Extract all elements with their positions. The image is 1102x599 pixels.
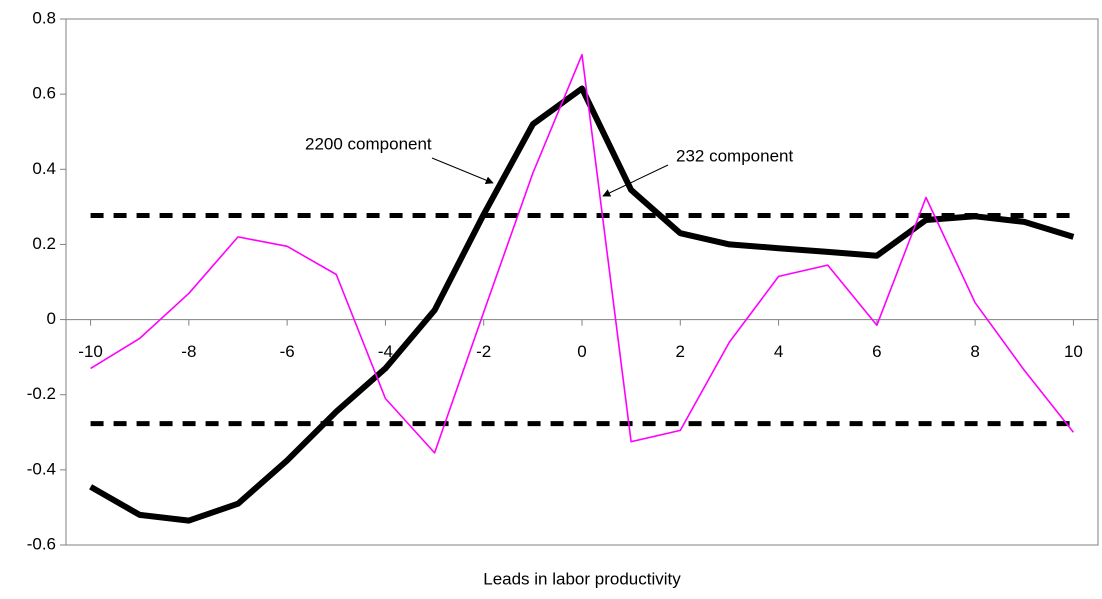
y-tick-label: -0.4: [27, 459, 56, 478]
x-tick-label: 2: [676, 342, 685, 361]
x-tick-label: -10: [78, 342, 103, 361]
y-tick-label: -0.6: [27, 534, 56, 553]
x-tick-label: -6: [280, 342, 295, 361]
x-tick-label: 8: [970, 342, 979, 361]
annotation: 232 component: [676, 146, 793, 165]
y-tick-label: 0: [47, 309, 56, 328]
x-tick-label: 10: [1064, 342, 1083, 361]
y-tick-label: 0.8: [32, 8, 56, 27]
x-tick-label: 0: [577, 342, 586, 361]
annotation: 2200 component: [305, 134, 432, 153]
series-line: [89, 85, 1075, 524]
annotation-arrow: [602, 164, 669, 197]
x-tick-label: 4: [774, 342, 783, 361]
x-tick-label: -4: [378, 342, 393, 361]
y-tick-label: -0.2: [27, 384, 56, 403]
series-line: [90, 53, 1075, 454]
x-axis-title: Leads in labor productivity: [483, 569, 681, 588]
plot-frame: [65, 18, 1099, 546]
y-tick-label: 0.2: [32, 234, 56, 253]
x-tick-label: 6: [872, 342, 881, 361]
x-tick-label: -8: [181, 342, 196, 361]
annotation-arrow: [431, 157, 494, 184]
y-tick-label: 0.4: [32, 159, 56, 178]
x-tick-label: -2: [476, 342, 491, 361]
y-tick-label: 0.6: [32, 84, 56, 103]
